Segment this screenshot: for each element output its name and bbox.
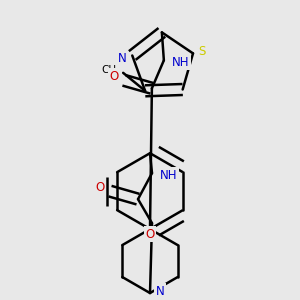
Text: NH: NH xyxy=(172,56,190,69)
Text: S: S xyxy=(198,45,206,58)
Text: O: O xyxy=(146,228,154,241)
Text: N: N xyxy=(156,284,164,298)
Text: N: N xyxy=(118,52,127,65)
Text: NH: NH xyxy=(160,169,178,182)
Text: O: O xyxy=(95,181,105,194)
Text: CH₃: CH₃ xyxy=(101,65,121,75)
Text: O: O xyxy=(109,70,119,83)
